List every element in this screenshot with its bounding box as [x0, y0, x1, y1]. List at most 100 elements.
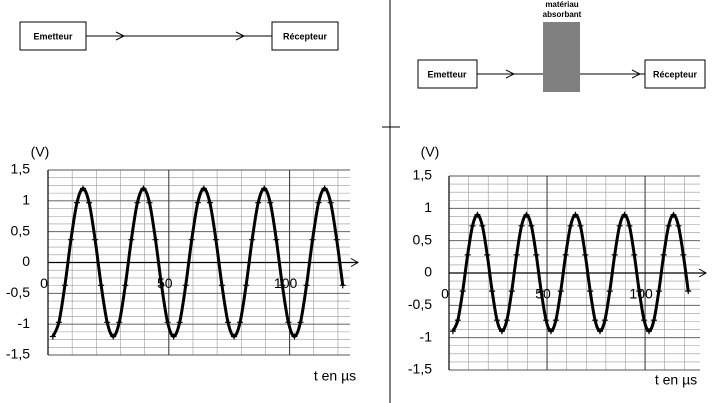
data-point [567, 222, 574, 229]
data-point [469, 222, 476, 229]
data-point [680, 251, 687, 258]
y-axis-label: (V) [31, 144, 50, 160]
data-point [243, 282, 250, 289]
y-axis-label: (V) [421, 144, 440, 160]
data-point [61, 282, 68, 289]
x-tick-label: 100 [274, 275, 298, 291]
data-point [631, 251, 638, 258]
data-point [49, 333, 56, 340]
data-point [592, 317, 599, 324]
data-point [55, 319, 62, 326]
data-point [675, 222, 682, 229]
data-point [513, 251, 520, 258]
data-point [92, 236, 99, 243]
data-point [237, 319, 244, 326]
data-point [616, 222, 623, 229]
data-point [231, 333, 238, 340]
data-point [158, 282, 165, 289]
receiver-box [271, 21, 339, 51]
emitter-label: Emetteur [33, 31, 73, 41]
absorber-label: matériau [545, 0, 578, 9]
data-point [315, 199, 322, 206]
data-point [562, 251, 569, 258]
data-point [449, 328, 456, 335]
data-point [454, 317, 461, 324]
y-tick-label: -1 [420, 328, 433, 344]
data-point [146, 199, 153, 206]
y-tick-label: -0,5 [6, 284, 30, 300]
x-axis-label: t en µs [314, 368, 356, 384]
data-point [98, 282, 105, 289]
data-point [303, 282, 310, 289]
data-point [267, 199, 274, 206]
data-point [508, 288, 515, 295]
data-point [285, 319, 292, 326]
data-point [650, 317, 657, 324]
data-point [459, 288, 466, 295]
data-point [464, 251, 471, 258]
data-point [685, 288, 692, 295]
data-point [557, 288, 564, 295]
data-point [80, 185, 87, 192]
x-tick-label: 0 [441, 286, 449, 302]
y-tick-label: 1 [424, 199, 432, 215]
data-point [552, 317, 559, 324]
data-point [641, 317, 648, 324]
x-tick-label: 100 [629, 286, 653, 302]
data-point [339, 282, 346, 289]
data-point [636, 288, 643, 295]
data-point [533, 251, 540, 258]
data-point [110, 333, 117, 340]
y-tick-label: -1,5 [408, 361, 432, 377]
diagram-left: Emetteur Récepteur [19, 21, 339, 51]
data-point [665, 222, 672, 229]
data-point [182, 282, 189, 289]
data-point [224, 319, 231, 326]
x-axis-arrow [698, 268, 708, 278]
chart: 1,510,50-0,5-1-1,50 50 100(V)t en µs [408, 144, 708, 388]
data-point [309, 236, 316, 243]
data-point [86, 199, 93, 206]
data-point [104, 319, 111, 326]
data-point [273, 236, 280, 243]
data-point [655, 288, 662, 295]
data-point [479, 222, 486, 229]
data-point [255, 199, 262, 206]
data-point [122, 282, 129, 289]
data-point [73, 199, 80, 206]
receiver-label: Récepteur [653, 69, 698, 79]
y-tick-label: 0 [424, 264, 432, 280]
data-point [596, 328, 603, 335]
data-point [538, 288, 545, 295]
absorber [543, 22, 580, 92]
receiver-box [644, 59, 706, 89]
absorber-label: absorbant [543, 10, 582, 19]
data-point [134, 199, 141, 206]
data-point [170, 333, 177, 340]
data-point [606, 288, 613, 295]
data-point [291, 333, 298, 340]
data-point [547, 328, 554, 335]
emitter-box [417, 59, 478, 89]
y-tick-label: -1,5 [6, 346, 30, 362]
arrow [505, 69, 642, 79]
data-point [503, 317, 510, 324]
data-point [152, 236, 159, 243]
data-point [128, 236, 135, 243]
data-point [660, 251, 667, 258]
data-point [626, 222, 633, 229]
data-point [194, 199, 201, 206]
data-point [494, 317, 501, 324]
diagram-right: matériau absorbant Emetteur Récepteur [417, 0, 706, 92]
data-point [670, 211, 677, 218]
data-point [333, 236, 340, 243]
chart: 1,510,50-0,5-1-1,50 50 100(V)t en µs [6, 144, 360, 384]
data-point [297, 319, 304, 326]
data-point [582, 251, 589, 258]
data-point [176, 319, 183, 326]
x-axis-label: t en µs [655, 372, 697, 388]
data-point [518, 222, 525, 229]
data-point [543, 317, 550, 324]
data-point [601, 317, 608, 324]
